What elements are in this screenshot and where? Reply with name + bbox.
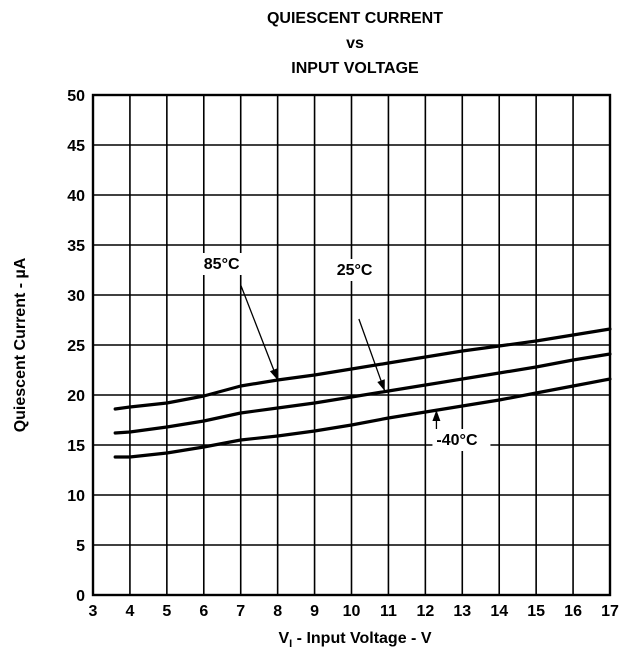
x-tick-label: 10 bbox=[343, 603, 361, 620]
y-tick-label: 45 bbox=[67, 138, 85, 155]
x-tick-label: 4 bbox=[125, 603, 134, 620]
annotation-label: 25°C bbox=[337, 262, 373, 279]
x-tick-label: 17 bbox=[601, 603, 619, 620]
x-tick-label: 5 bbox=[162, 603, 171, 620]
y-tick-label: 30 bbox=[67, 288, 85, 305]
series-line-1 bbox=[113, 352, 612, 435]
series-line-2 bbox=[113, 377, 612, 459]
x-tick-label: 6 bbox=[199, 603, 208, 620]
x-tick-label: 7 bbox=[236, 603, 245, 620]
annotation-leader-line bbox=[358, 318, 386, 392]
x-tick-label: 12 bbox=[416, 603, 434, 620]
title-line-2: vs bbox=[346, 35, 364, 52]
annotation-label-background bbox=[432, 429, 491, 451]
tick-labels: 3 4 5 6 7 8 9 10 11 12 13 14 15 16 1705101520253035404… bbox=[67, 88, 619, 620]
chart-title: QUIESCENT CURRENT vs INPUT VOLTAGE bbox=[267, 10, 443, 77]
y-tick-label: 0 bbox=[76, 588, 85, 605]
x-tick-label: 3 bbox=[89, 603, 98, 620]
x-tick-label: 16 bbox=[564, 603, 582, 620]
annotation-label-background bbox=[199, 253, 248, 275]
x-tick-label: 14 bbox=[490, 603, 508, 620]
x-tick-label: 8 bbox=[273, 603, 282, 620]
x-axis-label-main: V bbox=[279, 630, 290, 647]
y-axis-label: Quiescent Current - µA bbox=[12, 257, 29, 432]
annotation-label-background bbox=[332, 259, 381, 281]
x-tick-label: 11 bbox=[380, 603, 397, 620]
annotation-arrowhead bbox=[432, 410, 441, 421]
annotation-label: 85°C bbox=[204, 256, 240, 273]
y-tick-label: 5 bbox=[76, 538, 85, 555]
title-line-1: QUIESCENT CURRENT bbox=[267, 10, 443, 27]
x-tick-label: 9 bbox=[310, 603, 319, 620]
annotation-arrowhead bbox=[269, 368, 278, 380]
y-tick-label: 35 bbox=[67, 238, 85, 255]
annotations: 85°C 25°C -40°C bbox=[199, 253, 491, 451]
annotation-arrowhead bbox=[377, 379, 385, 391]
y-tick-label: 15 bbox=[67, 438, 85, 455]
series-line-0 bbox=[113, 327, 612, 411]
y-tick-label: 40 bbox=[67, 188, 85, 205]
grid bbox=[91, 93, 612, 597]
annotation-label: -40°C bbox=[436, 432, 478, 449]
series-lines bbox=[113, 327, 612, 459]
x-axis-label-rest: - Input Voltage - V bbox=[292, 630, 432, 647]
x-tick-label: 13 bbox=[453, 603, 471, 620]
title-line-3: INPUT VOLTAGE bbox=[291, 60, 419, 77]
x-axis-label: VI - Input Voltage - V bbox=[279, 630, 432, 650]
y-tick-label: 50 bbox=[67, 88, 85, 105]
y-tick-label: 10 bbox=[67, 488, 85, 505]
y-tick-label: 25 bbox=[67, 338, 85, 355]
y-tick-label: 20 bbox=[67, 388, 85, 405]
x-tick-label: 15 bbox=[527, 603, 545, 620]
x-axis-label-subscript: I bbox=[289, 638, 292, 650]
plot-frame bbox=[91, 93, 612, 597]
annotation-leader-line bbox=[240, 284, 279, 381]
